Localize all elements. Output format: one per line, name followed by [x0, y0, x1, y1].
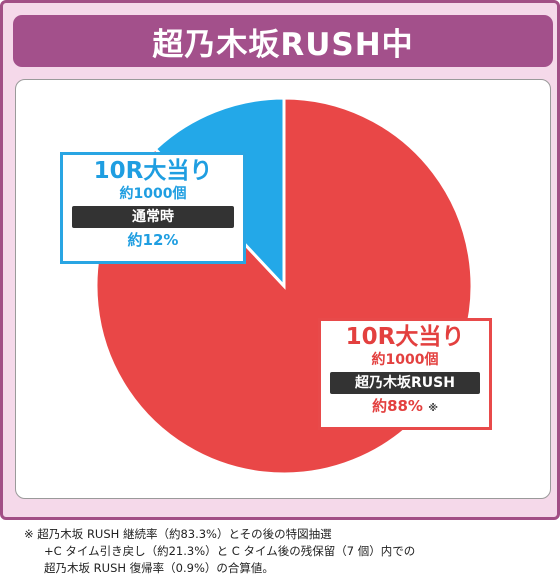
footnote-line: +C タイム引き戻し（約21.3%）と C タイム後の残保留（7 個）内での: [44, 544, 416, 558]
chart-panel: [15, 79, 551, 499]
footnote: ※ 超乃木坂 RUSH 継続率（約83.3%）とその後の特図抽選 +C タイム引…: [24, 526, 549, 577]
slice-label-percent-value: 約88%: [372, 397, 423, 415]
pie-chart: [94, 96, 474, 476]
slice-label-normal: 10R大当り 約1000個 通常時 約12%: [60, 152, 246, 264]
slice-label-percent: 約88% ※: [321, 396, 489, 419]
footnote-line: 超乃木坂 RUSH 復帰率（0.9%）の合算値。: [44, 561, 274, 575]
footnote-mark: ※: [428, 403, 438, 414]
slice-label-mode: 超乃木坂RUSH: [330, 372, 480, 394]
slice-label-rush: 10R大当り 約1000個 超乃木坂RUSH 約88% ※: [318, 318, 492, 430]
slice-label-count: 約1000個: [371, 352, 439, 368]
slice-label-percent: 約12%: [127, 231, 179, 249]
slice-label-count: 約1000個: [119, 186, 187, 202]
slice-label-mode: 通常時: [72, 206, 234, 228]
slice-label-title: 10R大当り: [93, 158, 213, 184]
chart-title: 超乃木坂RUSH中: [13, 15, 553, 67]
footnote-line: ※ 超乃木坂 RUSH 継続率（約83.3%）とその後の特図抽選: [24, 527, 332, 541]
slice-label-title: 10R大当り: [345, 324, 465, 350]
